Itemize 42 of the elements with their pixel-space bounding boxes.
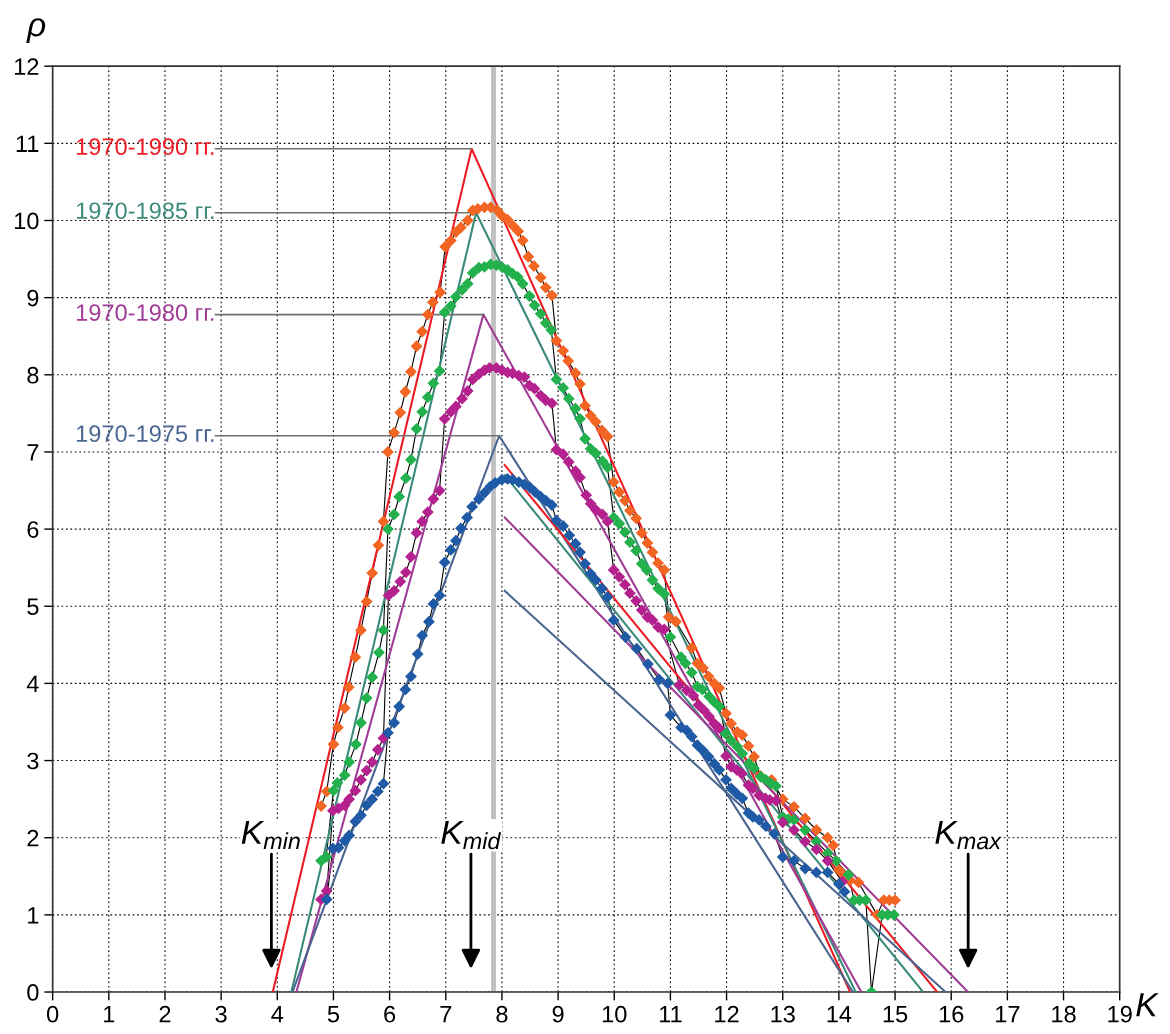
x-tick-label: 10 bbox=[602, 1005, 627, 1023]
y-tick-label: 7 bbox=[27, 444, 39, 461]
annotation: K$_{max}$ bbox=[935, 820, 1002, 850]
x-tick-label: 9 bbox=[552, 1005, 564, 1023]
x-tick-label: 14 bbox=[827, 1006, 852, 1023]
text: 1970-1980 гг. bbox=[76, 304, 214, 321]
y-tick-label: 6 bbox=[27, 521, 39, 538]
text: 1970-1985 гг. bbox=[76, 202, 214, 220]
y-tick-label: 9 bbox=[27, 289, 39, 307]
annotation: K$_{min}$ bbox=[241, 820, 300, 850]
annotation: K$_{mid}$ bbox=[441, 820, 502, 850]
x-tick-label: 2 bbox=[159, 1005, 171, 1023]
y-tick-label: 2 bbox=[27, 829, 39, 847]
y-tick-label: 11 bbox=[16, 135, 39, 152]
x-tick-label: 16 bbox=[939, 1005, 964, 1023]
x-tick-label: 12 bbox=[715, 1005, 739, 1023]
x-tick-label: 8 bbox=[496, 1005, 508, 1023]
x-tick-label: 11 bbox=[659, 1006, 682, 1023]
y-tick-label: 12 bbox=[15, 58, 39, 75]
y-tick-label: 3 bbox=[27, 752, 39, 770]
y-tick-label: 0 bbox=[27, 984, 39, 1001]
y-tick-label: 10 bbox=[15, 212, 39, 230]
x-tick-label: 7 bbox=[440, 1006, 452, 1023]
x-tick-label: 0 bbox=[47, 1005, 59, 1023]
y-tick-label: 4 bbox=[26, 675, 39, 692]
x-tick-label: 13 bbox=[771, 1005, 795, 1023]
x-axis-title: K bbox=[1136, 993, 1159, 1017]
x-tick-label: 18 bbox=[1052, 1005, 1076, 1023]
x-tick-label: 17 bbox=[996, 1006, 1020, 1023]
text: 1970-1975 гг. bbox=[76, 425, 214, 443]
x-tick-label: 5 bbox=[327, 1006, 340, 1023]
x-tick-label: 4 bbox=[271, 1006, 284, 1023]
text: 1970-1990 гг. bbox=[76, 138, 214, 156]
y-tick-label: 5 bbox=[27, 598, 39, 616]
x-tick-label: 1 bbox=[104, 1006, 115, 1023]
y-axis-title: ρ bbox=[26, 18, 46, 44]
x-tick-label: 19 bbox=[1108, 1005, 1132, 1023]
y-tick-label: 1 bbox=[28, 907, 39, 924]
x-tick-label: 3 bbox=[215, 1005, 227, 1023]
x-tick-label: 15 bbox=[883, 1006, 908, 1023]
x-tick-label: 6 bbox=[384, 1005, 396, 1023]
y-tick-label: 8 bbox=[27, 366, 39, 384]
